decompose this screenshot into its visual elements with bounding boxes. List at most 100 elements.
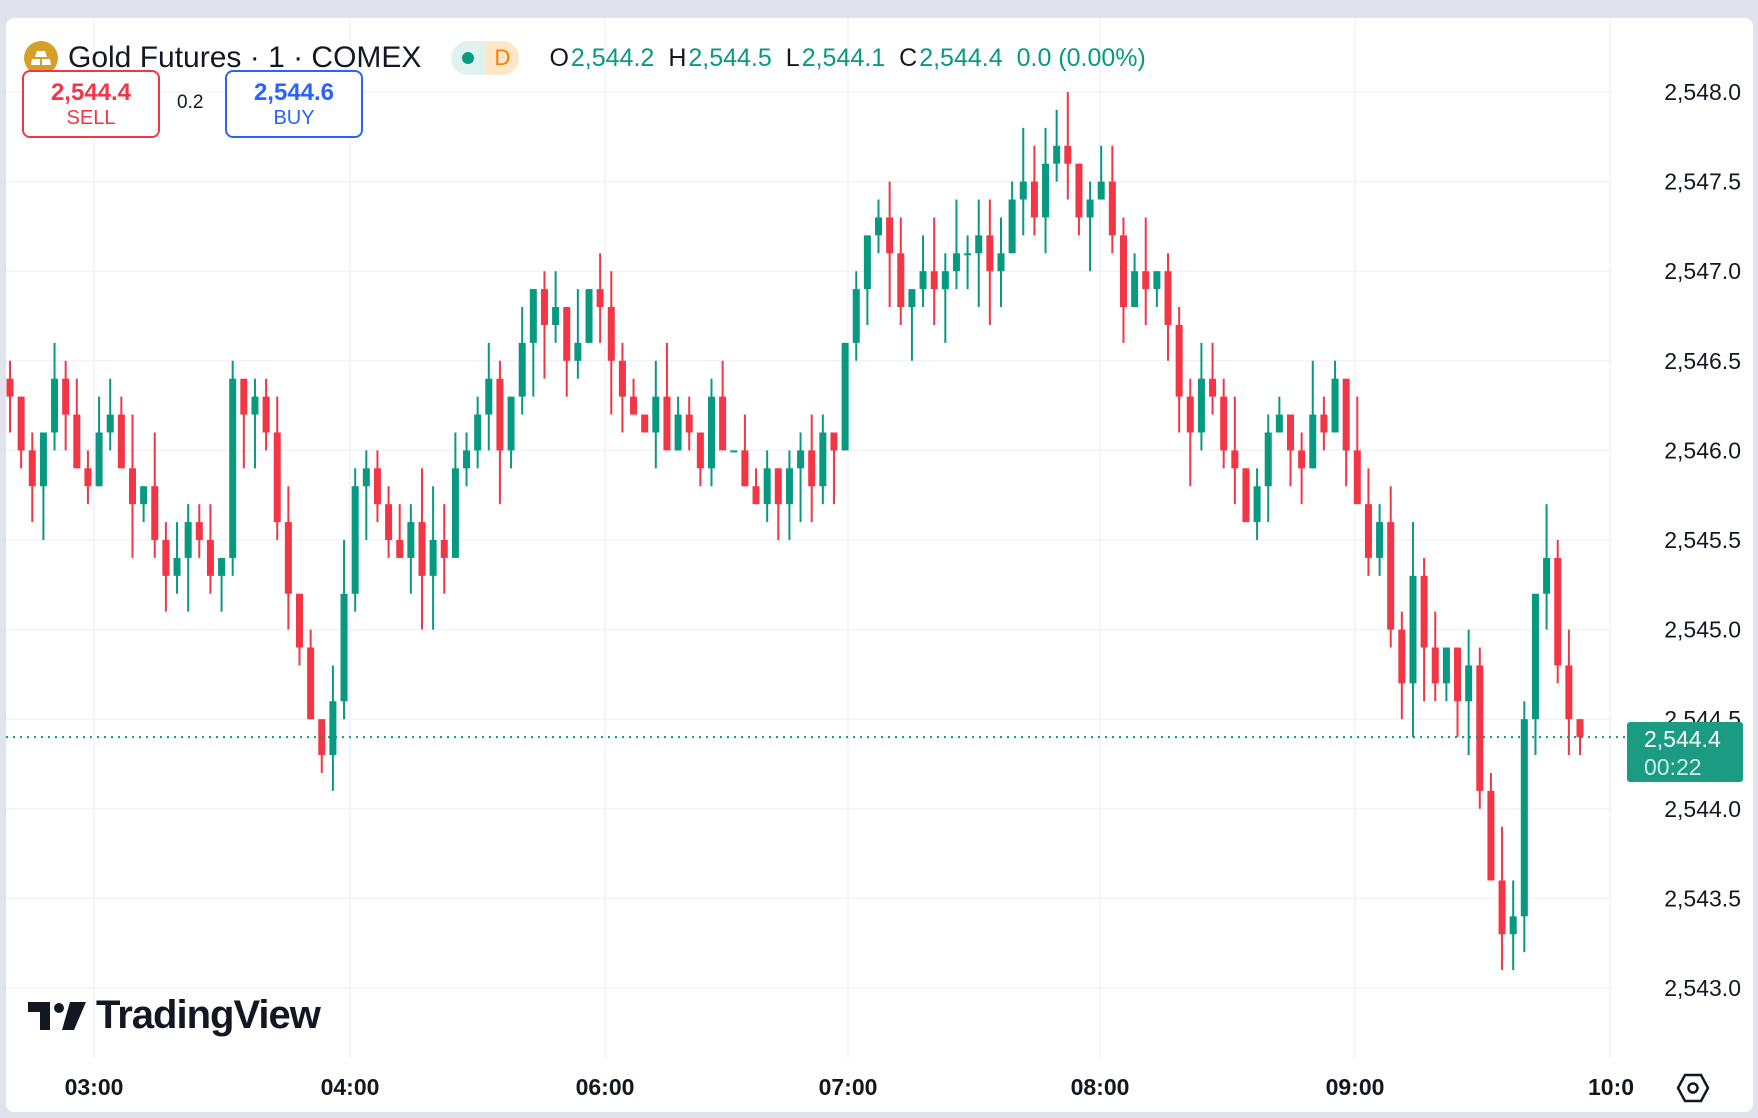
candle-body [1476, 665, 1484, 791]
tradingview-logo-icon [28, 1001, 86, 1030]
candle-body [1220, 396, 1228, 451]
candle-body [1442, 647, 1450, 684]
candle-body [952, 253, 960, 272]
watermark-text: TradingView [96, 993, 321, 1037]
candle-body [919, 271, 927, 290]
candle-body [1131, 271, 1139, 308]
candle-body [674, 414, 682, 451]
low-value: 2,544.1 [801, 43, 886, 72]
candle-body [518, 342, 526, 397]
candle-body [719, 396, 727, 451]
change-value: 0.0 (0.00%) [1016, 43, 1146, 72]
candle-body [17, 396, 25, 451]
candle-body [1331, 378, 1339, 433]
candle-body [396, 540, 404, 558]
candle-body [707, 396, 715, 469]
x-tick-label: 08:00 [1071, 1074, 1130, 1100]
candle-body [1398, 629, 1406, 684]
x-tick-label: 07:00 [819, 1074, 878, 1100]
x-tick-label: 09:00 [1326, 1074, 1385, 1100]
candle-body [351, 486, 359, 594]
candle-body [1030, 181, 1038, 218]
candle-body [941, 271, 949, 290]
high-value: 2,544.5 [688, 43, 772, 72]
tradingview-watermark[interactable]: TradingView [28, 993, 321, 1038]
candle-body [830, 432, 838, 451]
candle-body [284, 522, 292, 594]
y-tick-label: 2,547.0 [1664, 258, 1741, 284]
candle-body [785, 468, 793, 505]
candle-body [652, 396, 660, 433]
candle-body [184, 522, 192, 558]
candle-body [1231, 450, 1239, 469]
candle-body [930, 271, 938, 290]
candle-body [1298, 450, 1306, 469]
sell-price: 2,544.4 [50, 78, 132, 106]
symbol-title[interactable]: Gold Futures · 1 · COMEX [68, 41, 422, 74]
candle-body [28, 450, 36, 487]
candle-body [1008, 199, 1016, 254]
candle-body [128, 468, 136, 505]
candle-body [1387, 522, 1395, 630]
market-status[interactable]: D [451, 41, 520, 75]
candle-body [218, 557, 226, 576]
candle-body [1431, 647, 1439, 684]
candle-body [1242, 468, 1250, 523]
candle-body [1197, 378, 1205, 433]
candle-body [1275, 414, 1283, 433]
candle-body [273, 432, 281, 523]
candle-body [6, 378, 14, 397]
candle-body [173, 557, 181, 576]
close-label: C [899, 43, 918, 72]
candle-body [307, 647, 315, 720]
candle-body [140, 486, 148, 505]
candle-body [151, 486, 159, 540]
candle-body [39, 432, 47, 487]
open-value: 2,544.2 [570, 43, 655, 72]
candle-body [1364, 504, 1372, 558]
y-tick-label: 2,548.0 [1664, 79, 1741, 105]
candle-body [1086, 199, 1094, 218]
candle-body [206, 540, 214, 576]
candle-body [986, 235, 994, 272]
candle-body [663, 396, 671, 451]
candle-body [1309, 414, 1317, 469]
candle-body [1576, 719, 1584, 738]
candle-body [84, 468, 92, 487]
candle-body [1565, 665, 1573, 720]
candle-body [1186, 396, 1194, 433]
candle-body [1342, 378, 1350, 451]
candle-body [752, 486, 760, 505]
legend-header: Gold Futures · 1 · COMEX D O2,544.2 H2,5… [24, 38, 1146, 78]
candle-body [1554, 557, 1562, 666]
candle-body [540, 289, 548, 325]
gold-logo-icon [24, 41, 58, 75]
candle-body [407, 522, 415, 558]
candle-body [296, 593, 304, 648]
settings-icon[interactable] [1676, 1073, 1710, 1103]
candle-body [1108, 181, 1116, 236]
price-chart[interactable]: 2,548.0 2,547.5 2,547.0 2,546.5 2,546.0 2,545… [6, 18, 1753, 1112]
buy-label: BUY [273, 106, 315, 129]
buy-button[interactable]: 2,544.6 BUY [225, 70, 363, 138]
y-tick-label: 2,543.0 [1664, 975, 1741, 1001]
candle-body [62, 378, 70, 415]
candle-body [774, 468, 782, 505]
candle-body [730, 450, 738, 453]
candle-body [1209, 378, 1217, 397]
candle-body [1420, 575, 1428, 648]
y-tick-label: 2,543.5 [1664, 885, 1741, 911]
x-tick-label: 06:00 [576, 1074, 635, 1100]
candle-body [485, 378, 493, 415]
candle-body [195, 522, 203, 540]
x-tick-label: 10:0 [1588, 1074, 1634, 1100]
buy-price: 2,544.6 [253, 78, 335, 106]
sell-button[interactable]: 2,544.4 SELL [22, 70, 160, 138]
candle-body [852, 289, 860, 343]
y-tick-label: 2,545.0 [1664, 617, 1741, 643]
candle-body [897, 253, 905, 308]
candle-body [630, 396, 638, 415]
candle-body [340, 593, 348, 702]
candle-body [1409, 575, 1417, 684]
candle-body [1042, 163, 1050, 218]
